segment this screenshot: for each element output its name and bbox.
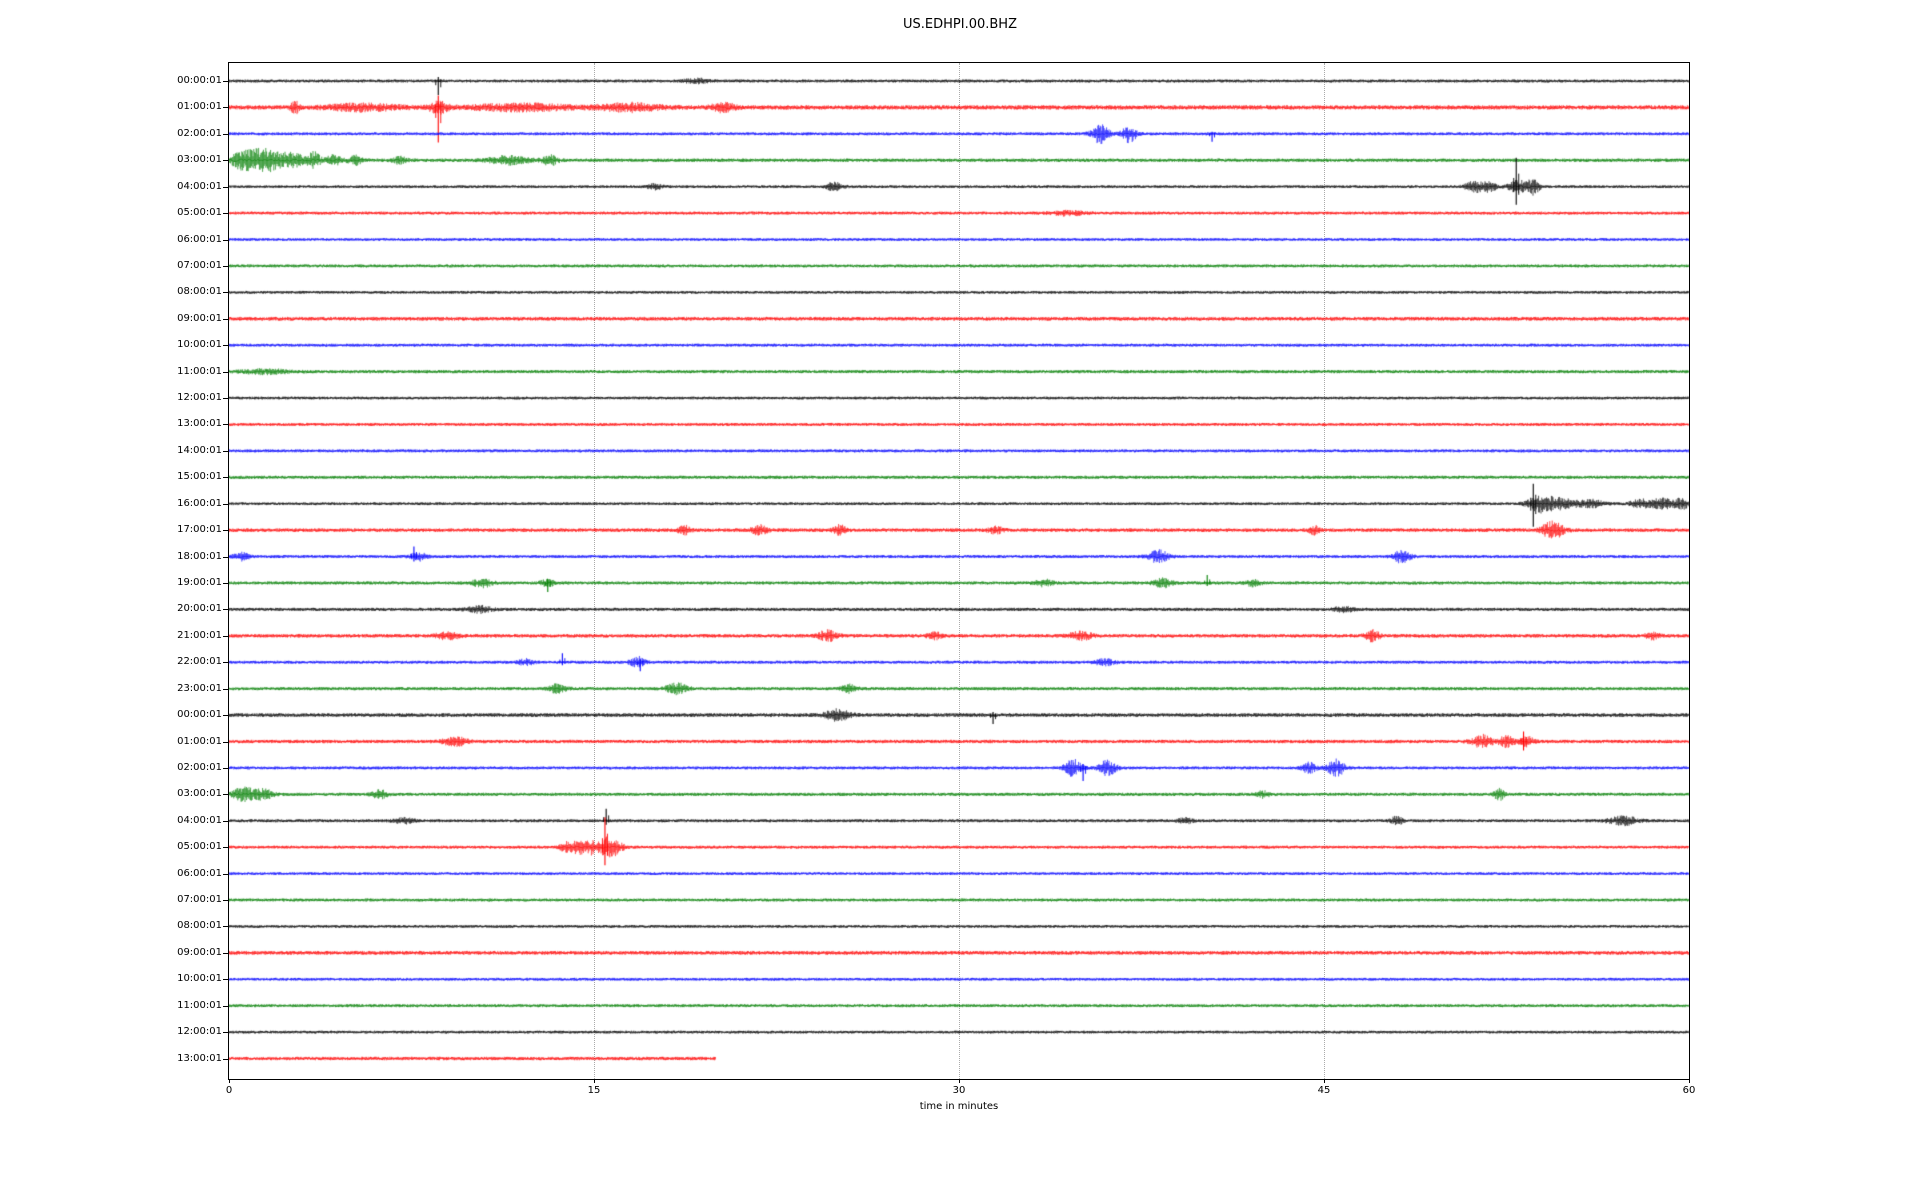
row-label: 02:00:01	[177, 761, 222, 773]
x-tick-label: 60	[1682, 1085, 1696, 1096]
x-axis-tick	[1688, 1079, 1690, 1083]
row-tick	[223, 345, 229, 347]
row-tick	[223, 820, 229, 822]
row-label: 22:00:01	[177, 656, 222, 668]
row-tick	[223, 582, 229, 584]
x-axis-tick	[1323, 1079, 1325, 1083]
row-tick	[223, 133, 229, 135]
row-label: 17:00:01	[177, 524, 222, 536]
row-tick	[223, 186, 229, 188]
row-tick	[223, 873, 229, 875]
row-label: 12:00:01	[177, 392, 222, 404]
row-tick	[223, 900, 229, 902]
row-label: 16:00:01	[177, 497, 222, 509]
row-label: 12:00:01	[177, 1026, 222, 1038]
row-label: 21:00:01	[177, 629, 222, 641]
row-tick	[223, 213, 229, 215]
row-label: 01:00:01	[177, 101, 222, 113]
row-label: 10:00:01	[177, 973, 222, 985]
row-tick	[223, 160, 229, 162]
row-tick	[223, 530, 229, 532]
x-tick-label: 15	[587, 1085, 601, 1096]
x-axis-tick	[958, 1079, 960, 1083]
row-tick	[223, 979, 229, 981]
row-label: 18:00:01	[177, 550, 222, 562]
row-label: 08:00:01	[177, 920, 222, 932]
row-tick	[223, 741, 229, 743]
row-tick	[223, 318, 229, 320]
row-label: 13:00:01	[177, 1052, 222, 1064]
row-label: 11:00:01	[177, 365, 222, 377]
row-tick	[223, 81, 229, 82]
row-tick	[223, 556, 229, 558]
x-tick-label: 45	[1317, 1085, 1331, 1096]
chart-title: US.EDHPI.00.BHZ	[903, 17, 1017, 32]
row-label: 01:00:01	[177, 735, 222, 747]
row-label: 15:00:01	[177, 471, 222, 483]
row-label: 06:00:01	[177, 233, 222, 245]
row-tick	[223, 635, 229, 637]
row-tick	[223, 503, 229, 505]
row-tick	[223, 688, 229, 690]
row-tick	[223, 450, 229, 452]
row-tick	[223, 952, 229, 954]
row-label: 07:00:01	[177, 894, 222, 906]
row-label: 06:00:01	[177, 867, 222, 879]
x-axis-label: time in minutes	[919, 1101, 999, 1112]
row-tick	[223, 767, 229, 769]
row-label: 11:00:01	[177, 999, 222, 1011]
row-tick	[223, 424, 229, 426]
row-label: 05:00:01	[177, 207, 222, 219]
waveform-canvas	[229, 63, 1689, 1079]
row-tick	[223, 477, 229, 479]
row-label: 10:00:01	[177, 339, 222, 351]
row-tick	[223, 609, 229, 611]
row-label: 08:00:01	[177, 286, 222, 298]
x-tick-label: 30	[952, 1085, 966, 1096]
row-label: 03:00:01	[177, 788, 222, 800]
x-axis-tick	[228, 1079, 230, 1083]
row-tick	[223, 715, 229, 717]
row-label: 03:00:01	[177, 154, 222, 166]
row-tick	[223, 398, 229, 400]
row-tick	[223, 265, 229, 267]
row-label: 09:00:01	[177, 946, 222, 958]
row-label: 14:00:01	[177, 444, 222, 456]
row-tick	[223, 847, 229, 849]
x-tick-label: 0	[225, 1085, 233, 1096]
row-label: 20:00:01	[177, 603, 222, 615]
row-tick	[223, 662, 229, 664]
row-tick	[223, 107, 229, 109]
row-tick	[223, 292, 229, 294]
row-label: 19:00:01	[177, 576, 222, 588]
row-label: 13:00:01	[177, 418, 222, 430]
row-label: 00:00:01	[177, 75, 222, 86]
row-label: 09:00:01	[177, 312, 222, 324]
row-tick	[223, 239, 229, 241]
row-tick	[223, 371, 229, 373]
row-label: 05:00:01	[177, 841, 222, 853]
row-tick	[223, 926, 229, 928]
row-tick	[223, 1032, 229, 1034]
x-axis-tick	[593, 1079, 595, 1083]
row-label: 07:00:01	[177, 259, 222, 271]
row-label: 00:00:01	[177, 709, 222, 721]
row-label: 04:00:01	[177, 180, 222, 192]
row-label: 04:00:01	[177, 814, 222, 826]
row-tick	[223, 1058, 229, 1060]
row-tick	[223, 794, 229, 796]
row-label: 23:00:01	[177, 682, 222, 694]
row-tick	[223, 1005, 229, 1007]
row-label: 02:00:01	[177, 127, 222, 139]
